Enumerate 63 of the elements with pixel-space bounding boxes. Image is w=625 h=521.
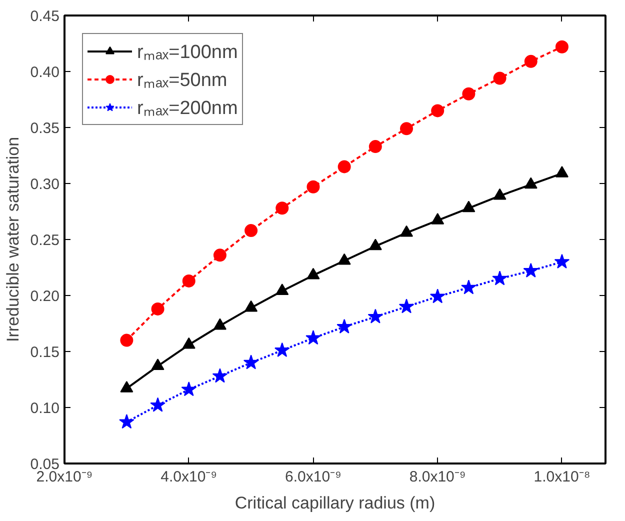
y-tick-label: 0.30 bbox=[30, 176, 60, 193]
point bbox=[492, 270, 508, 286]
y-tick-label: 0.35 bbox=[30, 120, 60, 137]
point bbox=[336, 318, 352, 334]
point bbox=[213, 318, 226, 330]
point bbox=[338, 160, 351, 174]
x-axis-title: Critical capillary radius (m) bbox=[234, 494, 436, 512]
point bbox=[523, 262, 539, 278]
point bbox=[182, 274, 196, 288]
point bbox=[524, 54, 538, 68]
x-tick-label: 2.0x10⁻⁹ bbox=[36, 468, 93, 486]
point bbox=[306, 180, 320, 194]
point bbox=[120, 334, 134, 347]
point bbox=[462, 87, 476, 100]
x-tick-label: 8.0x10⁻⁹ bbox=[409, 468, 466, 486]
point bbox=[213, 248, 226, 262]
point bbox=[276, 202, 289, 215]
point bbox=[430, 288, 446, 304]
point bbox=[306, 268, 320, 280]
point bbox=[150, 397, 166, 412]
point bbox=[493, 188, 506, 200]
point bbox=[182, 337, 196, 349]
x-tick-label: 6.0x10⁻⁹ bbox=[285, 468, 342, 486]
point bbox=[431, 104, 444, 118]
point bbox=[243, 354, 259, 370]
point bbox=[368, 308, 384, 324]
y-tick-label: 0.20 bbox=[30, 288, 60, 305]
legend-label: rₘₐₓ=100nm bbox=[137, 41, 238, 64]
point bbox=[368, 238, 382, 250]
point bbox=[524, 177, 538, 189]
point bbox=[555, 166, 568, 178]
point bbox=[462, 200, 476, 212]
point bbox=[555, 40, 568, 54]
point bbox=[120, 381, 134, 392]
y-tick-label: 0.25 bbox=[30, 232, 60, 249]
point bbox=[244, 224, 258, 238]
y-tick-label: 0.15 bbox=[30, 344, 60, 361]
point bbox=[274, 342, 290, 357]
legend-label: rₘₐₓ=50nm bbox=[137, 69, 228, 92]
y-tick-label: 0.45 bbox=[30, 8, 60, 25]
y-axis-title: Irreducible water saturation bbox=[3, 136, 22, 342]
point bbox=[398, 298, 414, 314]
point bbox=[181, 382, 196, 396]
point bbox=[212, 368, 228, 383]
point bbox=[431, 213, 444, 224]
x-tick-label: 4.0x10⁻⁹ bbox=[160, 468, 218, 486]
y-tick-label: 0.10 bbox=[30, 400, 60, 417]
point bbox=[151, 302, 164, 316]
point bbox=[368, 140, 382, 154]
point bbox=[151, 358, 164, 370]
point bbox=[276, 284, 289, 295]
point bbox=[244, 300, 258, 312]
point bbox=[461, 280, 476, 294]
point bbox=[306, 330, 321, 345]
point bbox=[400, 122, 414, 136]
x-tick-label: 1.0x10⁻⁸ bbox=[534, 468, 590, 486]
point bbox=[493, 72, 506, 85]
point bbox=[554, 254, 570, 268]
legend-label: rₘₐₓ=200nm bbox=[137, 97, 238, 120]
point bbox=[338, 253, 351, 265]
y-tick-label: 0.40 bbox=[30, 64, 60, 81]
point bbox=[119, 414, 134, 429]
point bbox=[400, 225, 414, 237]
